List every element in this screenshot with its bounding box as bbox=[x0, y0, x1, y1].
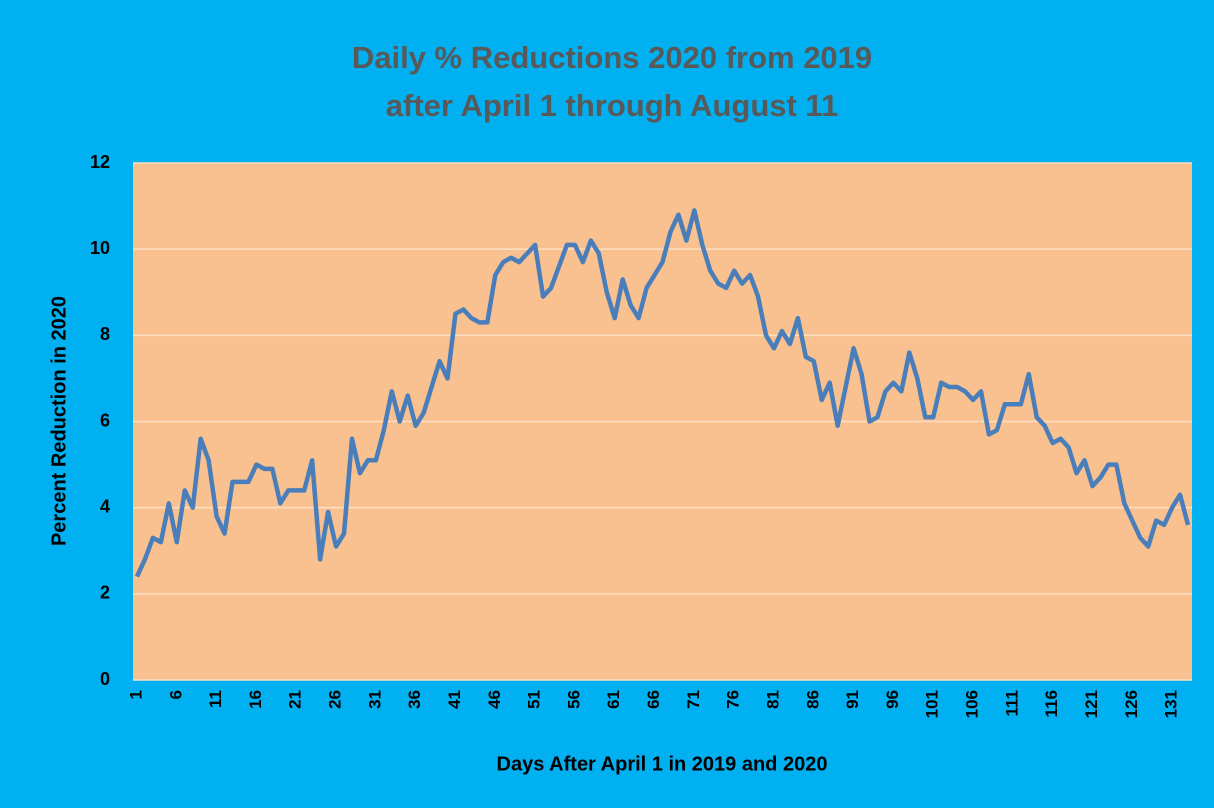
y-tick-label: 6 bbox=[100, 410, 110, 430]
y-tick-label: 2 bbox=[100, 583, 110, 603]
x-tick-label: 26 bbox=[326, 690, 345, 709]
x-tick-label: 46 bbox=[485, 690, 504, 709]
data-line bbox=[134, 208, 1191, 578]
x-tick-label: 51 bbox=[525, 690, 544, 709]
x-tick-label: 61 bbox=[604, 690, 623, 709]
x-tick-label: 106 bbox=[963, 690, 982, 718]
x-tick-label: 66 bbox=[644, 690, 663, 709]
x-tick-label: 116 bbox=[1042, 690, 1061, 717]
x-tick-label: 56 bbox=[564, 690, 583, 709]
x-tick-label: 31 bbox=[365, 690, 384, 709]
x-tick-label: 11 bbox=[206, 690, 225, 708]
y-tick-label: 10 bbox=[90, 238, 110, 258]
y-tick-label: 12 bbox=[90, 152, 110, 172]
x-tick-label: 16 bbox=[246, 690, 265, 709]
x-tick-label: 96 bbox=[883, 690, 902, 709]
x-tick-label: 76 bbox=[724, 690, 743, 709]
x-tick-label: 101 bbox=[923, 690, 942, 718]
y-axis-label: Percent Reduction in 2020 bbox=[48, 296, 70, 546]
x-tick-label: 121 bbox=[1082, 690, 1101, 718]
x-tick-label: 1 bbox=[126, 690, 145, 699]
x-tick-label: 91 bbox=[843, 690, 862, 709]
x-tick-label: 41 bbox=[445, 690, 464, 709]
x-tick-label: 86 bbox=[803, 690, 822, 709]
x-tick-label: 6 bbox=[166, 690, 185, 699]
y-tick-label: 4 bbox=[100, 496, 110, 516]
x-tick-label: 111 bbox=[1002, 690, 1021, 717]
chart-subtitle: after April 1 through August 11 bbox=[386, 88, 838, 123]
x-tick-label: 21 bbox=[286, 690, 305, 709]
x-axis-label: Days After April 1 in 2019 and 2020 bbox=[497, 753, 828, 775]
y-tick-label: 0 bbox=[100, 669, 110, 689]
x-tick-label: 71 bbox=[684, 690, 703, 709]
x-tick-label: 81 bbox=[763, 690, 782, 709]
x-tick-label: 126 bbox=[1122, 690, 1141, 718]
x-tick-label: 131 bbox=[1162, 690, 1181, 718]
y-tick-label: 8 bbox=[100, 324, 110, 344]
x-tick-label: 36 bbox=[405, 690, 424, 709]
chart-title: Daily % Reductions 2020 from 2019 bbox=[352, 40, 872, 75]
